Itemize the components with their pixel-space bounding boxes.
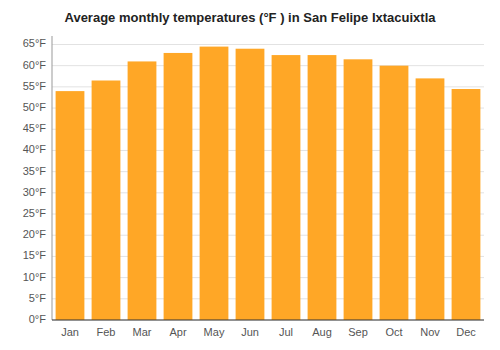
grid-line	[52, 65, 484, 66]
x-tick-label: Apr	[169, 326, 186, 338]
bar	[164, 53, 193, 320]
bar	[344, 59, 373, 320]
y-axis-line	[52, 36, 53, 320]
bar	[128, 61, 157, 320]
chart-svg: Average monthly temperatures (°F ) in Sa…	[0, 0, 500, 350]
x-tick-label: Jan	[61, 326, 79, 338]
bar	[272, 55, 301, 320]
grid-line	[52, 44, 484, 45]
y-tick-label: 60°F	[23, 59, 47, 71]
chart-title: Average monthly temperatures (°F ) in Sa…	[65, 10, 437, 25]
y-tick-label: 20°F	[23, 228, 47, 240]
bar	[236, 49, 265, 320]
y-tick-label: 30°F	[23, 186, 47, 198]
bar	[416, 78, 445, 320]
y-tick-label: 55°F	[23, 80, 47, 92]
x-tick-label: Jul	[279, 326, 293, 338]
x-tick-label: Aug	[312, 326, 332, 338]
grid	[52, 44, 484, 320]
x-axis: Jan Feb Mar Apr May Jun Jul Aug Sep Oct Nov Dec	[52, 320, 484, 338]
x-tick-label: Jun	[241, 326, 259, 338]
y-tick-label: 5°F	[29, 292, 47, 304]
y-axis: 0°F 5°F 10°F 15°F 20°F 25°F 30°F 35°F 40°F 45°F 50…	[23, 36, 52, 325]
page: {"chart_data": {"type": "bar", "title": …	[0, 0, 500, 350]
x-tick-label: Oct	[385, 326, 402, 338]
y-tick-label: 25°F	[23, 207, 47, 219]
x-axis-line	[52, 320, 484, 321]
bars	[56, 47, 481, 320]
y-tick-label: 40°F	[23, 143, 47, 155]
y-tick-label: 0°F	[29, 313, 47, 325]
bar	[308, 55, 337, 320]
x-tick-label: Sep	[348, 326, 368, 338]
x-tick-label: Dec	[456, 326, 476, 338]
x-tick-label: Mar	[133, 326, 152, 338]
chart-container: Average monthly temperatures (°F ) in Sa…	[0, 0, 500, 350]
bar	[452, 89, 481, 320]
y-tick-label: 15°F	[23, 249, 47, 261]
y-tick-label: 45°F	[23, 122, 47, 134]
grid-line	[52, 320, 484, 321]
x-tick-label: May	[204, 326, 225, 338]
x-tick-label: Feb	[97, 326, 116, 338]
y-tick-label: 35°F	[23, 165, 47, 177]
y-tick-label: 65°F	[23, 37, 47, 49]
bar	[92, 81, 121, 320]
y-tick-label: 10°F	[23, 271, 47, 283]
bar	[56, 91, 85, 320]
x-tick-label: Nov	[420, 326, 440, 338]
bar	[200, 47, 229, 320]
bar	[380, 66, 409, 320]
y-tick-label: 50°F	[23, 101, 47, 113]
